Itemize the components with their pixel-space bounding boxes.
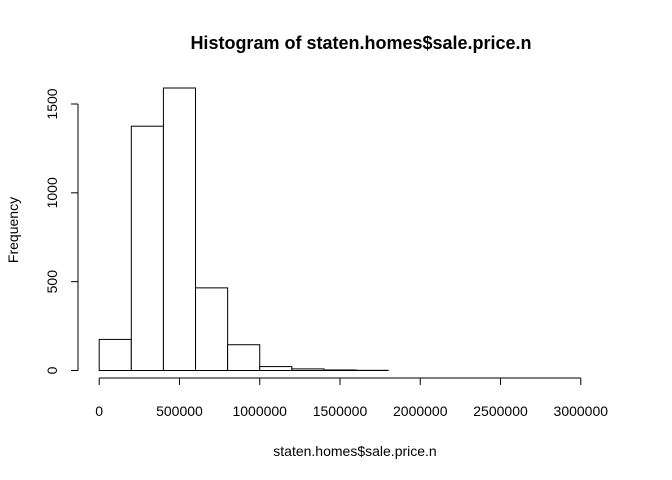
- histogram-bar-7: [323, 369, 357, 372]
- histogram-bar-1: [130, 125, 164, 371]
- bars-layer: [98, 87, 389, 372]
- x-tick-label: 3000000: [554, 403, 609, 419]
- histogram-bar-3: [195, 287, 229, 372]
- histogram-bar-6: [291, 368, 325, 371]
- y-axis-label: Frequency: [5, 197, 21, 263]
- y-axis: 0 500 1000 1500: [44, 88, 79, 374]
- x-tick-label: 500000: [156, 403, 203, 419]
- histogram-bar-5: [259, 366, 293, 371]
- histogram-bar-4: [227, 344, 261, 371]
- x-tick-label: 0: [95, 403, 103, 419]
- y-tick-label: 1500: [44, 88, 60, 119]
- y-tick-label: 500: [44, 270, 60, 294]
- x-tick-label: 2500000: [473, 403, 528, 419]
- y-tick-label: 1000: [44, 177, 60, 208]
- x-tick-label: 2000000: [393, 403, 448, 419]
- histogram-bar-0: [98, 338, 132, 372]
- histogram-bar-2: [162, 87, 197, 371]
- x-axis: 0 500000 1000000 1500000 2000000 2500000 30000…: [95, 377, 609, 419]
- chart-title: Histogram of staten.homes$sale.price.n: [190, 33, 531, 53]
- x-axis-label: staten.homes$sale.price.n: [273, 443, 436, 459]
- y-tick-label: 0: [44, 366, 60, 374]
- x-tick-label: 1500000: [313, 403, 368, 419]
- x-tick-label: 1000000: [232, 403, 287, 419]
